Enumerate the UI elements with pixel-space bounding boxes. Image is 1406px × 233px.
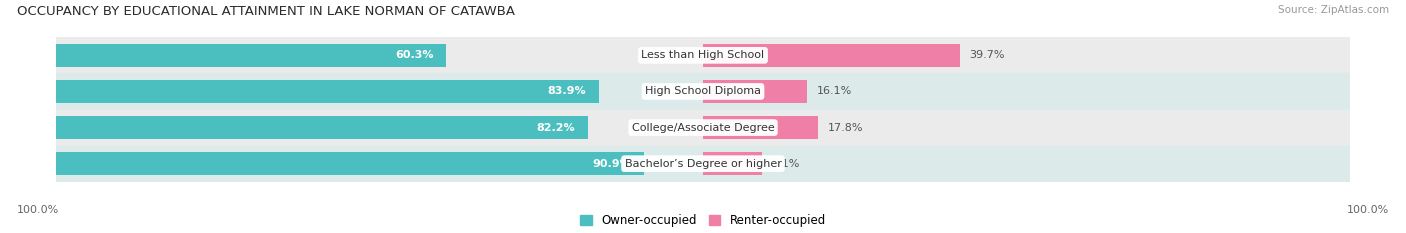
Text: 17.8%: 17.8% <box>828 123 863 133</box>
Text: 16.1%: 16.1% <box>817 86 852 96</box>
Bar <box>56 80 599 103</box>
Bar <box>56 37 1350 73</box>
Text: 90.9%: 90.9% <box>592 159 631 169</box>
Bar <box>703 44 960 67</box>
Text: Source: ZipAtlas.com: Source: ZipAtlas.com <box>1278 5 1389 15</box>
Bar <box>703 116 818 139</box>
Text: 100.0%: 100.0% <box>17 205 59 215</box>
Bar <box>56 110 1350 146</box>
Bar <box>703 152 762 175</box>
Legend: Owner-occupied, Renter-occupied: Owner-occupied, Renter-occupied <box>579 214 827 227</box>
Text: 60.3%: 60.3% <box>395 50 433 60</box>
Text: High School Diploma: High School Diploma <box>645 86 761 96</box>
Bar <box>56 73 1350 110</box>
Text: College/Associate Degree: College/Associate Degree <box>631 123 775 133</box>
Text: 9.1%: 9.1% <box>772 159 800 169</box>
Bar <box>56 116 588 139</box>
Bar <box>703 80 807 103</box>
Text: OCCUPANCY BY EDUCATIONAL ATTAINMENT IN LAKE NORMAN OF CATAWBA: OCCUPANCY BY EDUCATIONAL ATTAINMENT IN L… <box>17 5 515 18</box>
Text: Less than High School: Less than High School <box>641 50 765 60</box>
Text: 39.7%: 39.7% <box>970 50 1005 60</box>
Text: 82.2%: 82.2% <box>536 123 575 133</box>
Text: 100.0%: 100.0% <box>1347 205 1389 215</box>
Text: 83.9%: 83.9% <box>547 86 586 96</box>
Bar <box>56 44 446 67</box>
Bar <box>56 152 644 175</box>
Text: Bachelor’s Degree or higher: Bachelor’s Degree or higher <box>624 159 782 169</box>
Bar <box>56 146 1350 182</box>
